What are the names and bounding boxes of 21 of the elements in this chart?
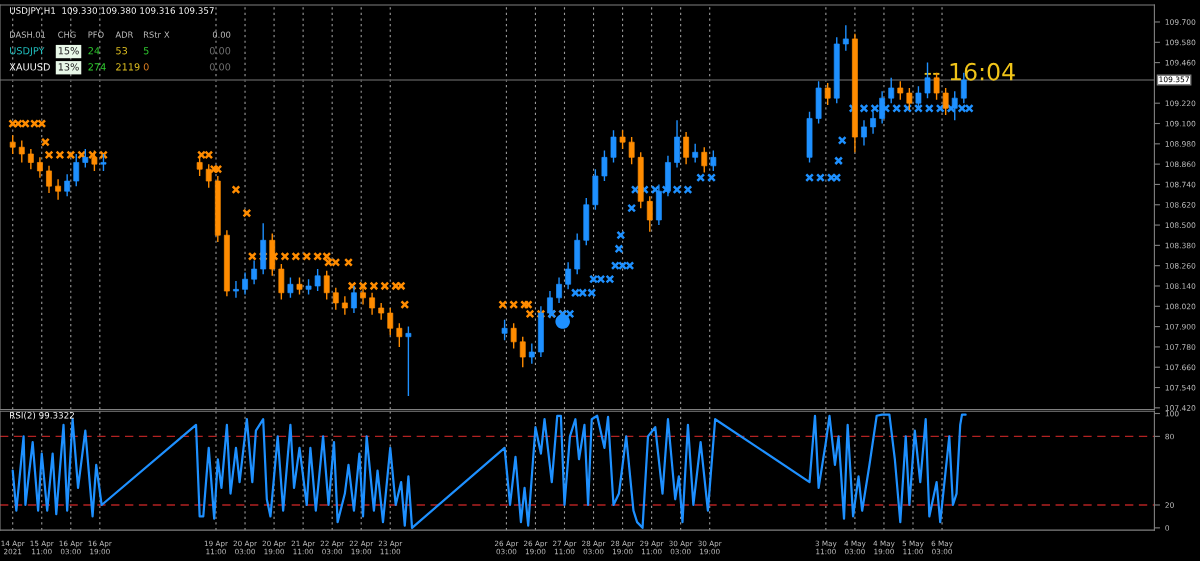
annotation: 0 (143, 63, 149, 71)
annotation: 274 (88, 63, 106, 71)
chart-title: USDJPY,H1 109.330 109.380 109.316 109.357 (10, 7, 214, 16)
annotation: RStr (143, 31, 161, 38)
annotation: 13% (58, 63, 79, 71)
annotation: XAUUSD (9, 63, 50, 71)
annotation: 24 (88, 47, 100, 55)
annotation: 0.00 (209, 47, 231, 55)
annotation: USDJPY (10, 47, 45, 57)
annotation: 53 (116, 47, 128, 55)
annotation: 0.00 (209, 63, 231, 71)
annotation: 15% (58, 47, 79, 55)
annotation: PFO (88, 31, 104, 38)
annotation: DASH.01 (10, 31, 46, 38)
annotation: 0.00 (212, 31, 231, 38)
annotation: 5 (143, 47, 149, 55)
annotation: 2119 (116, 63, 140, 71)
chart-title: RSI(2) 99.3322 (10, 411, 74, 420)
annotation: ADR (115, 31, 134, 38)
annotation: CHG (58, 31, 76, 38)
annotation: X (164, 31, 170, 38)
